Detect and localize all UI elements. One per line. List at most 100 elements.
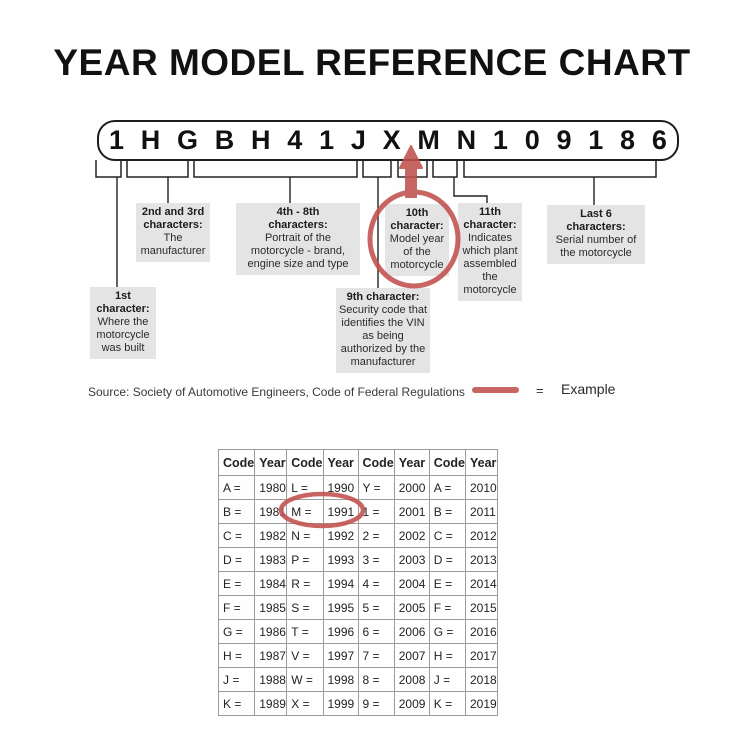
legend-equals: =	[536, 383, 544, 398]
callout-body: Where the motorcycle was built	[96, 316, 150, 354]
callout-body: Serial number of the motorcycle	[555, 234, 637, 259]
table-header-cell: Year	[254, 449, 288, 476]
table-cell-code: 2 =	[357, 523, 395, 548]
vin-character: 9	[556, 125, 572, 155]
table-cell-code: E =	[428, 571, 467, 596]
table-cell-code: P =	[286, 547, 324, 572]
table-cell-year: 2007	[393, 643, 430, 668]
table-header-cell: Code	[217, 449, 256, 476]
table-cell-year: 2003	[393, 547, 430, 572]
table-cell-code: 5 =	[357, 595, 395, 620]
callout-heading: 10th character:	[390, 207, 444, 232]
table-row: A = 1980 L = 1990 Y = 2000 A = 2010	[217, 475, 498, 500]
table-cell-year: 2010	[465, 475, 498, 500]
callout-heading: 2nd and 3rd characters:	[141, 206, 205, 231]
table-cell-code: F =	[217, 595, 256, 620]
vin-character: X	[382, 125, 401, 155]
table-cell-year: 1997	[322, 643, 359, 668]
callout-body: The manufacturer	[140, 232, 206, 257]
table-cell-code: B =	[428, 499, 467, 524]
table-cell-year: 1996	[322, 619, 359, 644]
table-cell-code: 4 =	[357, 571, 395, 596]
table-cell-year: 1990	[322, 475, 359, 500]
table-row: K = 1989 X = 1999 9 = 2009 K = 2019	[217, 691, 498, 716]
table-row: B = 1981 M = 1991 1 = 2001 B = 2011	[217, 499, 498, 524]
table-row: J = 1988 W = 1998 8 = 2008 J = 2018	[217, 667, 498, 692]
table-cell-code: 1 =	[357, 499, 395, 524]
table-cell-code: 7 =	[357, 643, 395, 668]
table-cell-year: 2006	[393, 619, 430, 644]
vin-character: 0	[524, 125, 540, 155]
bracket-last-6	[463, 160, 657, 178]
table-row: D = 1983 P = 1993 3 = 2003 D = 2013	[217, 547, 498, 572]
table-cell-year: 1998	[322, 667, 359, 692]
vin-character: 6	[651, 125, 667, 155]
callout-heading: 4th - 8th characters:	[268, 206, 328, 231]
table-cell-year: 2005	[393, 595, 430, 620]
table-header-cell: Year	[322, 449, 359, 476]
table-header-cell: Code	[286, 449, 324, 476]
callout-body: Security code that identifies the VIN as…	[338, 304, 428, 368]
table-cell-year: 1994	[322, 571, 359, 596]
callout-body: Indicates which plant assembled the moto…	[462, 232, 518, 296]
bracket-9th	[362, 160, 392, 178]
table-cell-code: C =	[428, 523, 467, 548]
table-cell-year: 2013	[465, 547, 498, 572]
connector-line-11th	[453, 177, 488, 203]
legend-example-label: Example	[561, 381, 616, 397]
table-cell-code: H =	[217, 643, 256, 668]
table-cell-year: 1984	[254, 571, 288, 596]
table-cell-year: 2018	[465, 667, 498, 692]
table-cell-year: 1991	[322, 499, 359, 524]
table-cell-year: 1987	[254, 643, 288, 668]
callout-last-6-characters: Last 6 characters: Serial number of the m…	[547, 205, 645, 264]
page-title: YEAR MODEL REFERENCE CHART	[53, 42, 691, 83]
table-header-cell: Year	[393, 449, 430, 476]
table-cell-code: E =	[217, 571, 256, 596]
table-cell-year: 1981	[254, 499, 288, 524]
table-cell-code: S =	[286, 595, 324, 620]
table-cell-code: 8 =	[357, 667, 395, 692]
vin-character: 1	[588, 125, 604, 155]
table-header-cell: Code	[357, 449, 395, 476]
vin-character: M	[417, 125, 440, 155]
table-header-row: Code Year Code Year Code Year Code Year	[217, 449, 498, 476]
callout-heading: 11th character:	[463, 206, 517, 231]
table-cell-code: M =	[286, 499, 324, 524]
table-cell-code: F =	[428, 595, 467, 620]
callout-10th-character: 10th character: Model year of the motorcy…	[385, 204, 449, 276]
vin-box: 1 H G B H 4 1 J X M N 1 0 9 1 8 6	[97, 120, 679, 161]
table-cell-code: J =	[217, 667, 256, 692]
callout-body: Model year of the motorcycle	[389, 233, 445, 271]
vin-character: G	[177, 125, 199, 155]
table-header-cell: Code	[428, 449, 467, 476]
table-cell-code: G =	[428, 619, 467, 644]
vin-character: J	[350, 125, 366, 155]
table-cell-year: 2019	[465, 691, 498, 716]
vin-character: H	[251, 125, 271, 155]
table-cell-year: 2009	[393, 691, 430, 716]
table-cell-year: 1986	[254, 619, 288, 644]
source-note: Source: Society of Automotive Engineers,…	[88, 385, 465, 399]
callout-heading: 9th character:	[346, 291, 420, 303]
table-cell-code: W =	[286, 667, 324, 692]
table-cell-code: C =	[217, 523, 256, 548]
table-cell-code: B =	[217, 499, 256, 524]
callout-2nd-3rd-characters: 2nd and 3rd characters: The manufacturer	[136, 203, 210, 262]
vin-character: N	[456, 125, 477, 155]
table-cell-year: 2002	[393, 523, 430, 548]
table-cell-year: 2016	[465, 619, 498, 644]
table-cell-code: X =	[286, 691, 324, 716]
vin-character: 4	[287, 125, 303, 155]
table-cell-code: 9 =	[357, 691, 395, 716]
callout-1st-character: 1st character: Where the motorcycle was b…	[90, 287, 156, 359]
bracket-10th	[397, 160, 428, 178]
table-cell-year: 2011	[465, 499, 498, 524]
callout-9th-character: 9th character: Security code that identif…	[336, 288, 430, 373]
table-cell-year: 1995	[322, 595, 359, 620]
callout-11th-character: 11th character: Indicates which plant ass…	[458, 203, 522, 301]
vin-character: 1	[492, 125, 508, 155]
callout-4th-8th-characters: 4th - 8th characters: Portrait of the mot…	[236, 203, 360, 275]
table-cell-code: D =	[428, 547, 467, 572]
